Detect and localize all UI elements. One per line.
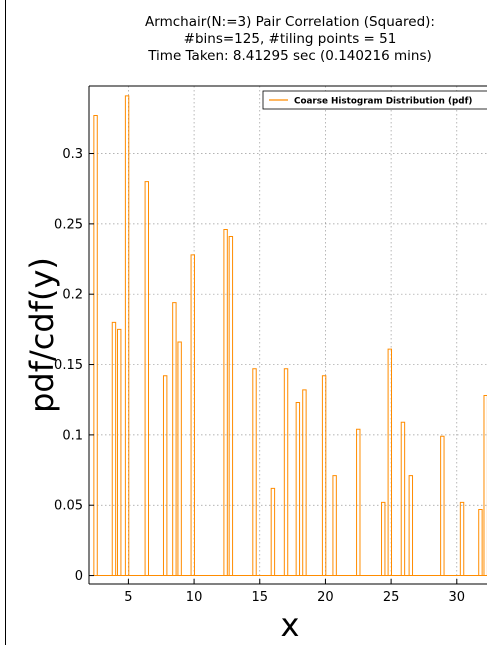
histogram-bar	[172, 302, 177, 576]
legend-entry-label: Coarse Histogram Distribution (pdf)	[294, 97, 472, 107]
histogram-bar	[252, 368, 257, 576]
histogram-bar	[144, 181, 150, 576]
histogram-bar	[283, 368, 289, 576]
histogram-bar	[111, 321, 117, 576]
x-tick-label: 30	[449, 590, 466, 605]
chart-title-line-1: Armchair(N:=3) Pair Correlation (Squared…	[145, 14, 435, 30]
x-tick-label: 10	[186, 590, 203, 605]
x-tick-label: 20	[317, 590, 334, 605]
histogram-bar	[223, 228, 228, 576]
histogram-bar	[321, 375, 327, 576]
histogram-bar	[295, 402, 301, 576]
histogram-bar	[408, 475, 414, 576]
chart-title-line-3: Time Taken: 8.41295 sec (0.140216 mins)	[148, 48, 432, 64]
x-axis-label: x	[281, 606, 300, 644]
x-tick-label: 25	[383, 590, 400, 605]
histogram-bar	[381, 501, 386, 576]
histogram-bar	[459, 501, 465, 576]
y-tick-label: 0.1	[62, 428, 83, 443]
histogram-bar	[270, 487, 276, 576]
histogram-bar	[387, 348, 393, 576]
histogram-bar	[124, 95, 130, 576]
y-tick-label: 0.25	[54, 217, 83, 232]
chart-title-line-2: #bins=125, #tiling points = 51	[183, 31, 397, 47]
histogram-bar	[478, 508, 483, 576]
histogram-bar	[177, 341, 182, 576]
legend: Coarse Histogram Distribution (pdf)	[262, 90, 487, 110]
chart-title: Armchair(N:=3) Pair Correlation (Squared…	[90, 14, 487, 65]
histogram-bar	[162, 375, 168, 576]
y-tick-label: 0.3	[62, 147, 83, 162]
legend-box	[262, 90, 487, 110]
tick-layer: 5 10 15 20 25 30 0 0.05 0.1 0.15 0.2 0.25 0.3	[54, 147, 465, 605]
histogram-bar	[228, 236, 234, 576]
y-tick-label: 0.15	[54, 358, 83, 373]
histogram-bar	[332, 475, 337, 576]
y-tick-label: 0.05	[54, 499, 83, 514]
x-tick-label: 15	[251, 590, 268, 605]
bar-layer	[93, 95, 487, 577]
figure-left-border	[5, 0, 6, 645]
histogram-bar	[190, 254, 195, 576]
x-tick-label: 5	[124, 590, 132, 605]
histogram-bar	[302, 389, 307, 576]
histogram-bar	[483, 394, 487, 576]
histogram-bar	[93, 115, 98, 576]
y-tick-label: 0.2	[62, 288, 83, 303]
y-axis-label: pdf/cdf(y)	[23, 257, 61, 413]
axes-layer	[88, 85, 487, 585]
y-tick-label: 0	[75, 569, 83, 584]
histogram-bar	[117, 328, 122, 576]
histogram-bar	[440, 435, 445, 576]
histogram-bar	[400, 421, 406, 576]
histogram-bar	[356, 428, 361, 576]
